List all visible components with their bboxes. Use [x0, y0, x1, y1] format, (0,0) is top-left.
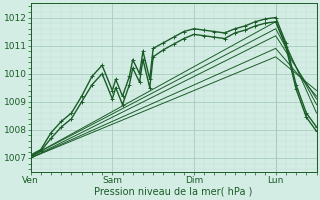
- X-axis label: Pression niveau de la mer( hPa ): Pression niveau de la mer( hPa ): [94, 187, 253, 197]
